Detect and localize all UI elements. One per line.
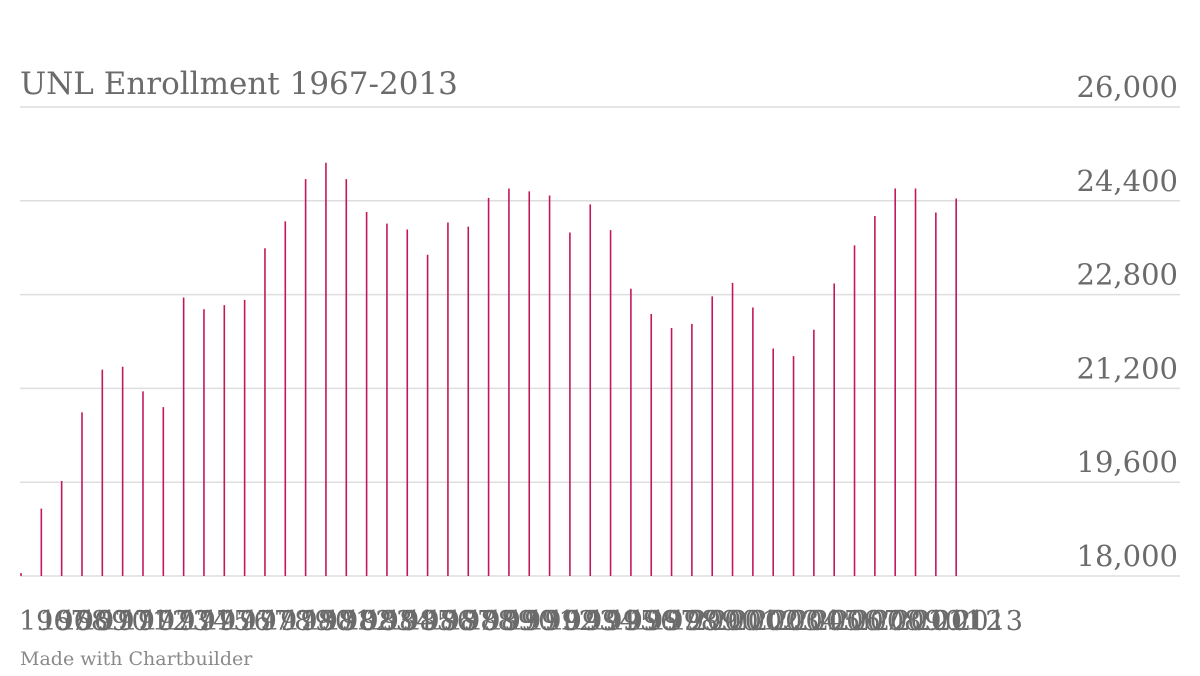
x-tick-label: 2012 <box>934 606 1003 637</box>
x-tick-label: 1984 <box>365 606 434 637</box>
y-tick-label: 18,000 <box>1077 539 1178 573</box>
bars <box>20 162 957 576</box>
y-tick-label: 19,600 <box>1077 445 1178 479</box>
x-tick-label: 1999 <box>670 606 739 637</box>
y-tick-label: 21,200 <box>1077 351 1178 385</box>
x-tick-label: 1968 <box>39 606 108 637</box>
chart-title: UNL Enrollment 1967-2013 <box>20 66 458 102</box>
chartbuilder-credit: Made with Chartbuilder <box>20 648 253 670</box>
x-tick-label: 2013 <box>954 606 1023 637</box>
x-tick-label: 2000 <box>690 606 759 637</box>
x-tick-label: 1987 <box>426 606 495 637</box>
x-tick-label: 1990 <box>487 606 556 637</box>
x-tick-label: 1967 <box>19 606 88 637</box>
x-tick-label: 1975 <box>182 606 251 637</box>
x-tick-label: 1992 <box>527 606 596 637</box>
x-tick-label: 1976 <box>202 606 271 637</box>
x-tick-label: 2005 <box>792 606 861 637</box>
x-tick-label: 1995 <box>588 606 657 637</box>
x-tick-label: 1997 <box>629 606 698 637</box>
y-tick-label: 24,400 <box>1077 164 1178 198</box>
x-tick-label: 1978 <box>243 606 312 637</box>
x-tick-label: 1971 <box>100 606 169 637</box>
x-tick-label: 2006 <box>812 606 881 637</box>
x-tick-label: 2002 <box>731 606 800 637</box>
x-tick-label: 2004 <box>771 606 840 637</box>
x-tick-label: 1991 <box>507 606 576 637</box>
x-tick-label: 1998 <box>649 606 718 637</box>
x-tick-label: 1980 <box>283 606 352 637</box>
x-tick-label: 2007 <box>832 606 901 637</box>
x-tick-label: 1993 <box>548 606 617 637</box>
x-tick-label: 2001 <box>710 606 779 637</box>
x-tick-label: 1982 <box>324 606 393 637</box>
x-tick-label: 1977 <box>222 606 291 637</box>
x-tick-label: 1988 <box>446 606 515 637</box>
y-tick-label: 22,800 <box>1077 258 1178 292</box>
x-tick-label: 1989 <box>466 606 535 637</box>
x-axis-ticks: 1967196819691970197119721973197419751976… <box>19 606 1023 637</box>
x-tick-label: 1983 <box>344 606 413 637</box>
x-tick-label: 1981 <box>304 606 373 637</box>
gridlines <box>20 106 1180 577</box>
x-tick-label: 1972 <box>121 606 190 637</box>
x-tick-label: 1986 <box>405 606 474 637</box>
x-tick-label: 2009 <box>873 606 942 637</box>
x-tick-label: 2011 <box>914 606 983 637</box>
y-tick-label: 26,000 <box>1077 70 1178 104</box>
x-tick-label: 1974 <box>161 606 230 637</box>
x-tick-label: 2003 <box>751 606 820 637</box>
x-tick-label: 1970 <box>80 606 149 637</box>
x-tick-label: 1973 <box>141 606 210 637</box>
y-axis-ticks: 18,000 19,600 21,200 22,800 24,400 26,000 <box>1077 70 1178 573</box>
x-tick-label: 1979 <box>263 606 332 637</box>
x-tick-label: 2008 <box>853 606 922 637</box>
x-tick-label: 1969 <box>60 606 129 637</box>
x-tick-label: 1994 <box>568 606 637 637</box>
x-tick-label: 1996 <box>609 606 678 637</box>
x-tick-label: 1985 <box>385 606 454 637</box>
x-tick-label: 2010 <box>893 606 962 637</box>
